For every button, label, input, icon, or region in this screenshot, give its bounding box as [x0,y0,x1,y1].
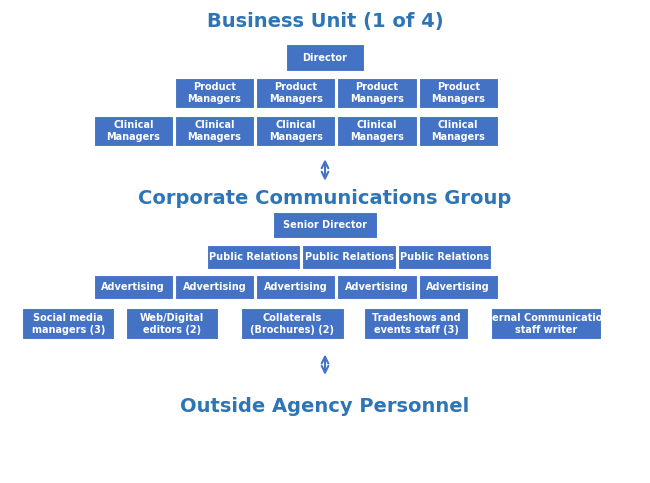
FancyBboxPatch shape [256,78,335,108]
FancyBboxPatch shape [419,78,498,108]
FancyBboxPatch shape [256,275,335,299]
Text: Product
Managers: Product Managers [350,82,404,104]
Text: Clinical
Managers: Clinical Managers [269,120,322,142]
FancyBboxPatch shape [364,308,468,339]
FancyBboxPatch shape [419,116,498,146]
FancyBboxPatch shape [175,275,254,299]
Text: Collaterals
(Brochures) (2): Collaterals (Brochures) (2) [250,313,335,335]
Text: Corporate Communications Group: Corporate Communications Group [138,188,512,208]
FancyBboxPatch shape [273,212,377,238]
Text: Public Relations: Public Relations [209,252,298,262]
FancyBboxPatch shape [22,308,114,339]
FancyBboxPatch shape [337,275,417,299]
Text: Clinical
Managers: Clinical Managers [350,120,404,142]
Text: Product
Managers: Product Managers [188,82,241,104]
FancyBboxPatch shape [207,245,300,269]
FancyBboxPatch shape [337,116,417,146]
Text: Advertising: Advertising [426,282,490,292]
FancyBboxPatch shape [175,78,254,108]
Text: Clinical
Managers: Clinical Managers [432,120,485,142]
Text: Product
Managers: Product Managers [432,82,485,104]
FancyBboxPatch shape [126,308,218,339]
Text: Social media
managers (3): Social media managers (3) [32,313,105,335]
Text: Advertising: Advertising [101,282,165,292]
FancyBboxPatch shape [286,44,364,71]
Text: Outside Agency Personnel: Outside Agency Personnel [181,397,469,416]
FancyBboxPatch shape [94,275,173,299]
Text: Advertising: Advertising [345,282,409,292]
FancyBboxPatch shape [240,308,344,339]
Text: Product
Managers: Product Managers [269,82,322,104]
Text: Advertising: Advertising [183,282,246,292]
FancyBboxPatch shape [256,116,335,146]
FancyBboxPatch shape [175,116,254,146]
Text: Business Unit (1 of 4): Business Unit (1 of 4) [207,12,443,31]
FancyBboxPatch shape [419,275,498,299]
Text: Public Relations: Public Relations [400,252,489,262]
Text: Internal Communications
staff writer: Internal Communications staff writer [477,313,615,335]
FancyBboxPatch shape [302,245,396,269]
Text: Clinical
Managers: Clinical Managers [107,120,160,142]
Text: Web/Digital
editors (2): Web/Digital editors (2) [140,313,204,335]
Text: Tradeshows and
events staff (3): Tradeshows and events staff (3) [372,313,460,335]
Text: Advertising: Advertising [264,282,328,292]
FancyBboxPatch shape [337,78,417,108]
Text: Public Relations: Public Relations [305,252,393,262]
FancyBboxPatch shape [94,116,173,146]
Text: Clinical
Managers: Clinical Managers [188,120,241,142]
Text: Senior Director: Senior Director [283,220,367,230]
FancyBboxPatch shape [491,308,601,339]
Text: Director: Director [302,53,348,63]
FancyBboxPatch shape [398,245,491,269]
